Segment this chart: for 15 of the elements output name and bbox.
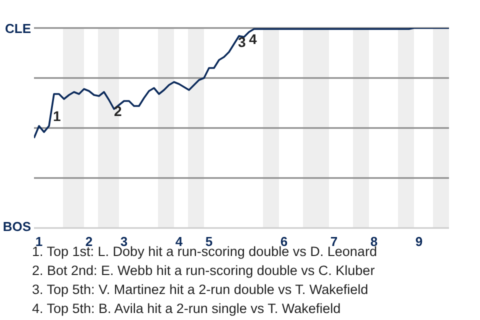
annotation: 4 [249, 31, 257, 47]
x-tick-label: 9 [415, 234, 423, 249]
x-tick-label: 7 [330, 234, 338, 249]
x-tick-label: 1 [35, 234, 43, 249]
x-tick-label: 3 [120, 234, 128, 249]
x-tick-label: 4 [175, 234, 184, 249]
text: 4. Top 5th: B. Avila hit a 2-run single vs T. Wakefield [32, 301, 341, 316]
x-tick-label: 5 [205, 234, 213, 249]
annotation: 2 [114, 103, 122, 119]
annotation: 3 [238, 34, 246, 50]
text: BOS [2, 219, 31, 235]
text: 2. Bot 2nd: E. Webb hit a run-scoring double vs C. Kluber [32, 263, 375, 278]
text: 3. Top 5th: V. Martinez hit a 2-run double vs T. Wakefield [32, 282, 368, 297]
ref-line-label: CLE [5, 21, 32, 36]
annotation: 1 [53, 108, 61, 124]
